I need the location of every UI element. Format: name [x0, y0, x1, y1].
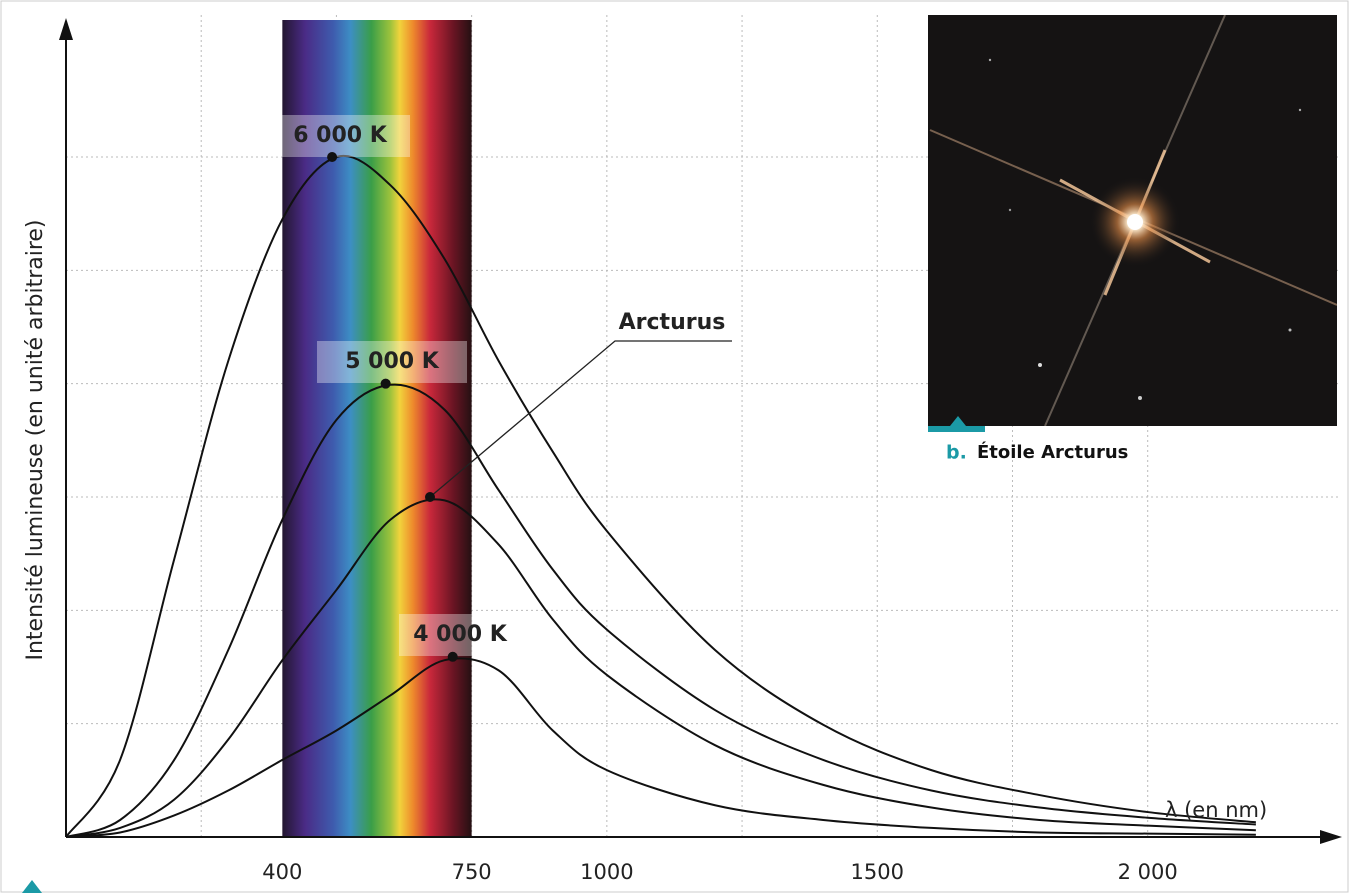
spectrum-curve: [66, 658, 1256, 837]
corner-mark: [22, 880, 42, 893]
caption-text: Étoile Arcturus: [977, 441, 1128, 463]
inset-photo: [928, 15, 1337, 426]
series-label: 4 000 K: [413, 622, 508, 647]
y-axis-label: Intensité lumineuse (en unité arbitraire…: [23, 219, 48, 660]
x-tick-label: 750: [452, 860, 492, 884]
y-arrow: [59, 18, 73, 40]
x-axis-label: λ (en nm): [1165, 798, 1267, 822]
figure: 6 000 K 5 000 K Arcturus 4 000 K Intensité …: [0, 0, 1349, 893]
x-tick-label: 400: [262, 860, 302, 884]
leader-line: [430, 341, 732, 497]
peak-point: [327, 152, 337, 162]
x-tick-label: 2 000: [1118, 860, 1178, 884]
spectrum-curve: [66, 499, 1256, 837]
x-arrow: [1320, 830, 1342, 844]
peak-point: [448, 652, 458, 662]
x-tick-label: 1500: [851, 860, 904, 884]
peak-point: [381, 379, 391, 389]
caption-letter: b.: [946, 442, 967, 464]
series-label: Arcturus: [619, 310, 726, 335]
series-label: 6 000 K: [293, 123, 388, 148]
x-tick-label: 1000: [580, 860, 633, 884]
series-label: 5 000 K: [345, 349, 440, 374]
peak-point: [425, 492, 435, 502]
